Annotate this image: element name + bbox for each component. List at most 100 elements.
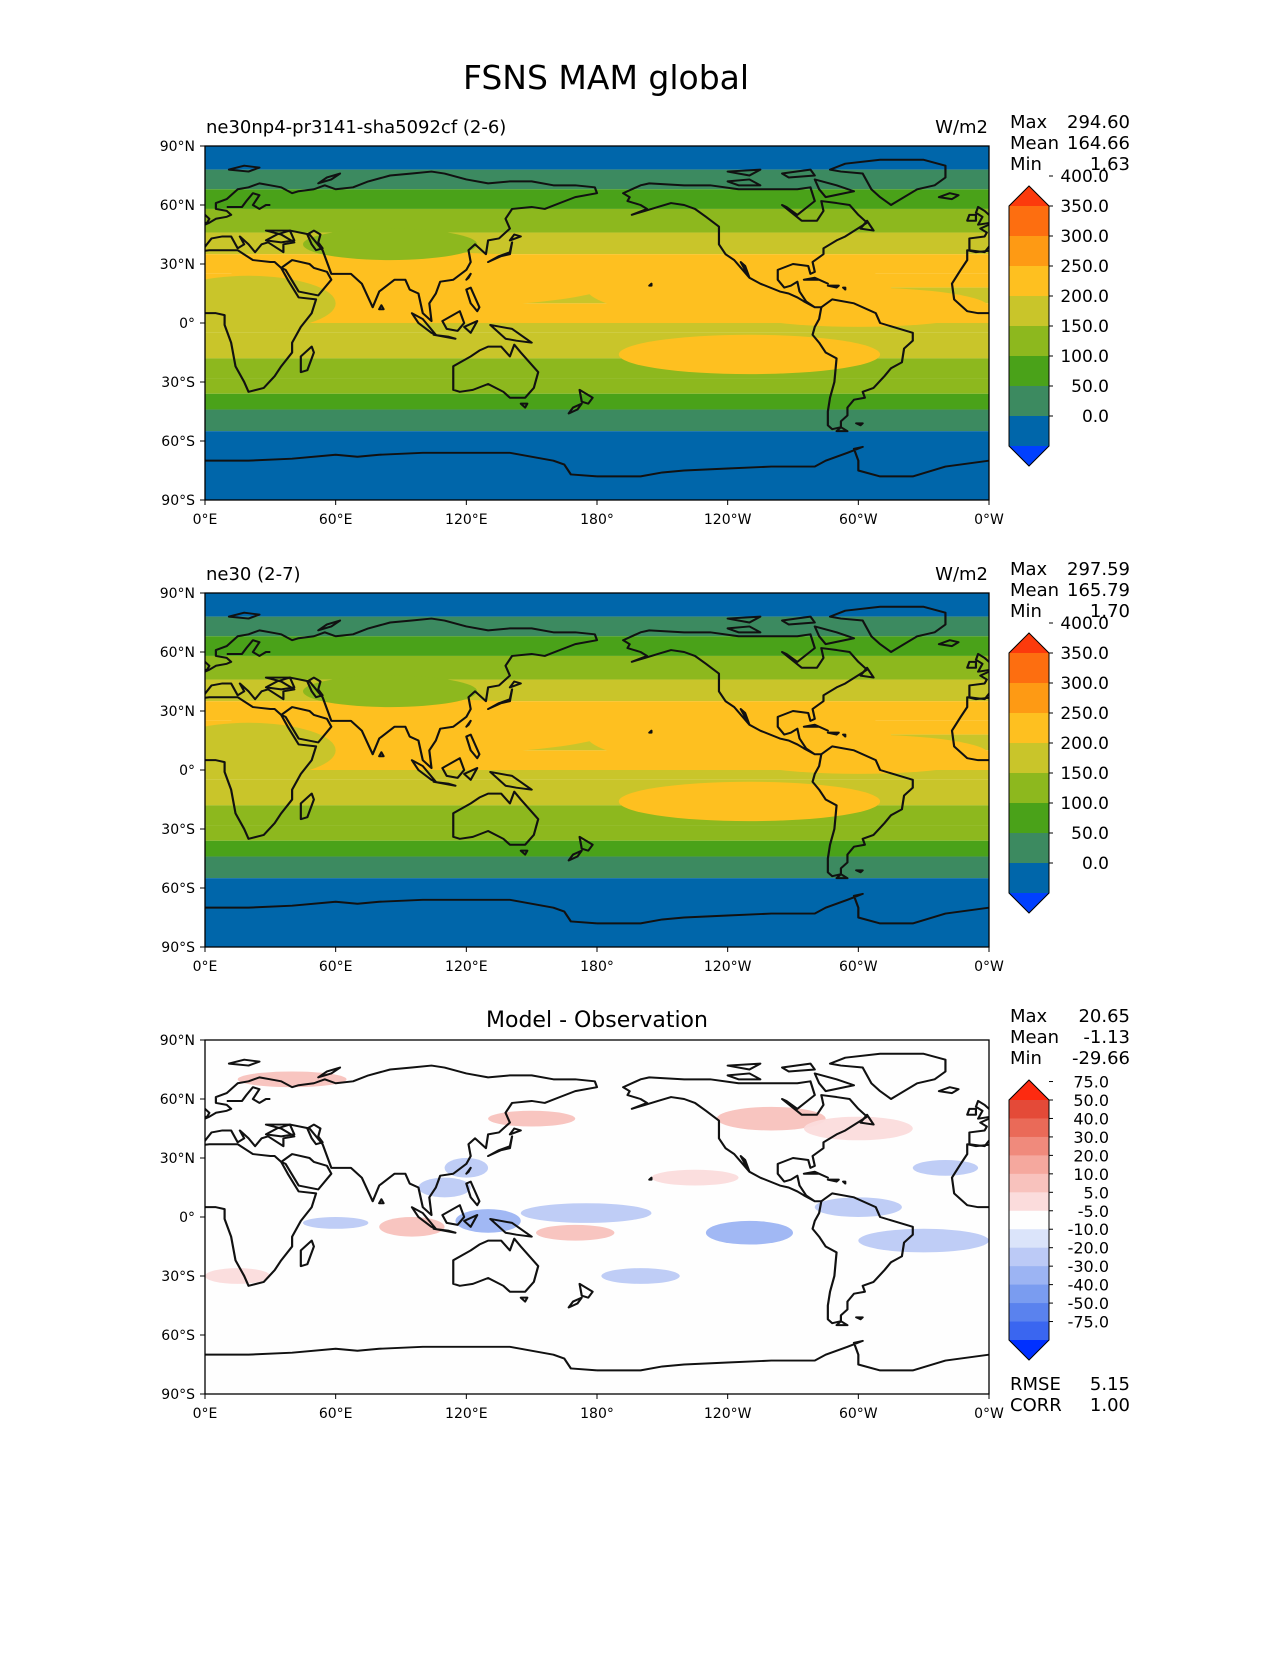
x-tick-label: 60°W [839,512,878,528]
colorbar-label: 350.0 [1060,644,1109,664]
colorbar-label: -40.0 [1068,1276,1109,1295]
y-tick-label: 90°N [160,1033,195,1049]
colorbar-segment [1009,1118,1049,1138]
colorbar-label: -30.0 [1068,1257,1109,1276]
stat-mean-label: Mean [1010,1027,1059,1048]
colorbar-extend-min [1009,446,1049,466]
y-tick-label: 30°N [160,704,195,720]
stat-max-value: 20.65 [1078,1006,1130,1027]
stat-mean-value: -1.13 [1083,1027,1130,1048]
x-tick-label: 120°W [704,959,752,975]
x-tick-label: 0°E [193,1406,218,1422]
colorbar-label: 50.0 [1073,1091,1109,1110]
field-band [205,431,989,500]
colorbar-label: 75.0 [1073,1073,1109,1092]
diff-blob [651,1169,739,1186]
map-field [205,1040,989,1394]
field-blob [727,287,989,327]
colorbar: 0.0 50.0 100.0 150.0 200.0 250.0 300.0 350.0 400… [1008,614,1109,914]
colorbar-label: 400.0 [1060,167,1109,187]
diff-blob [205,1268,271,1284]
colorbar: 0.0 50.0 100.0 150.0 200.0 250.0 300.0 350.0 400… [1008,167,1109,467]
field-band [205,189,989,209]
field-blob [205,722,336,778]
field-band [205,825,989,841]
colorbar: -75.0-50.0-40.0-30.0-20.0-10.0-5.05.010.… [1008,1073,1109,1361]
colorbar-segment [1009,296,1049,327]
colorbar-label: 100.0 [1060,347,1109,367]
stat-min-label: Min [1010,1048,1042,1069]
colorbar-segment [1009,1210,1049,1230]
colorbar-extend-min [1009,893,1049,913]
field-blob [303,675,478,708]
metric-rmse-value: 5.15 [1090,1374,1130,1395]
y-tick-label: 90°N [160,586,195,602]
y-tick-label: 90°S [161,493,195,509]
stat-max-label: Max [1010,1006,1048,1027]
map-field [205,146,989,500]
y-tick-label: 0° [179,763,195,779]
colorbar-segment [1009,356,1049,387]
colorbar-label: 50.0 [1071,824,1109,844]
panel-units: W/m2 [935,564,988,585]
colorbar-segment [1009,1229,1049,1249]
colorbar-segment [1009,773,1049,804]
x-tick-label: 180° [580,512,614,528]
x-tick-label: 180° [580,1406,614,1422]
stat-min-label: Min [1010,154,1042,175]
x-tick-label: 120°W [704,1406,752,1422]
colorbar-label: 10.0 [1073,1165,1109,1184]
field-band [205,393,989,410]
map-axes: 0°E 60°E 120°E 180° 120°W 60°W 0°W 90°N 60°N 30°N… [160,1033,1004,1422]
colorbar-segment [1009,386,1049,417]
colorbar-label: -75.0 [1068,1313,1109,1332]
map-field [205,593,989,947]
y-tick-label: 0° [179,316,195,332]
metric-rmse-label: RMSE [1010,1374,1061,1395]
stat-min-label: Min [1010,601,1042,622]
field-band [205,146,989,170]
y-tick-label: 90°S [161,1387,195,1403]
colorbar-label: 20.0 [1073,1146,1109,1165]
y-tick-label: 30°S [161,1269,195,1285]
colorbar-label: 300.0 [1060,674,1109,694]
diff-blob [912,1159,979,1176]
y-tick-label: 30°S [161,375,195,391]
x-tick-label: 0°E [193,512,218,528]
diff-blob [488,1110,576,1127]
field-band [205,323,989,333]
x-tick-label: 120°E [445,1406,488,1422]
field-band [205,878,989,947]
field-blob [205,275,336,331]
colorbar-segment [1009,236,1049,267]
panel-center-title: Model - Observation [486,1008,708,1033]
panel-left-title: ne30 (2-7) [206,564,301,585]
colorbar-label: 200.0 [1060,287,1109,307]
colorbar-label: 150.0 [1060,764,1109,784]
colorbar-label: 250.0 [1060,257,1109,277]
x-tick-label: 180° [580,959,614,975]
x-tick-label: 60°E [319,959,353,975]
stat-min-value: -29.66 [1072,1048,1130,1069]
x-tick-label: 60°W [839,959,878,975]
colorbar-label: 250.0 [1060,704,1109,724]
colorbar-label: -5.0 [1078,1202,1109,1221]
colorbar-segment [1009,863,1049,894]
field-band [205,856,989,879]
x-tick-label: 60°E [319,1406,353,1422]
stat-max-value: 294.60 [1067,112,1130,133]
diff-blob [858,1228,989,1253]
stat-mean-value: 164.66 [1067,133,1130,154]
stat-mean-label: Mean [1010,133,1059,154]
colorbar-segment [1009,1284,1049,1304]
colorbar-segment [1009,713,1049,744]
y-tick-label: 60°S [161,1328,195,1344]
colorbar-segment [1009,1173,1049,1193]
x-tick-label: 60°W [839,1406,878,1422]
x-tick-label: 0°W [974,959,1004,975]
colorbar-label: 5.0 [1084,1183,1109,1202]
y-tick-label: 90°S [161,940,195,956]
colorbar-segment [1009,416,1049,447]
metric-corr-label: CORR [1010,1395,1062,1416]
colorbar-label: 30.0 [1073,1128,1109,1147]
